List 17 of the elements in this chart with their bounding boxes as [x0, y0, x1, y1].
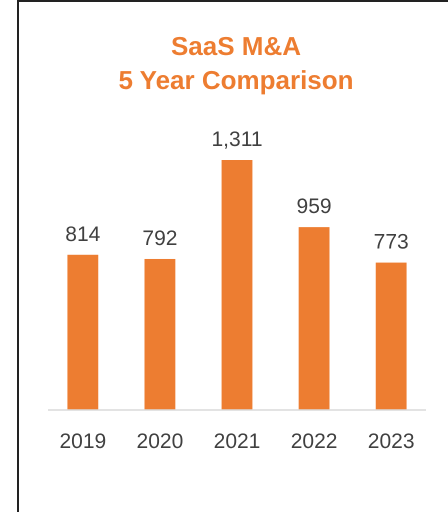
x-tick-label: 2019	[59, 430, 106, 453]
bar	[376, 262, 407, 410]
x-tick-label: 2021	[214, 430, 260, 453]
bar	[222, 160, 252, 410]
bar	[144, 258, 176, 410]
chart-subtitle: 5 Year Comparison	[118, 65, 354, 95]
data-label: 814	[65, 222, 101, 246]
chart-title: SaaS M&A	[170, 31, 302, 61]
bar	[298, 227, 330, 410]
data-label: 1,311	[212, 128, 262, 151]
data-label: 959	[296, 195, 332, 218]
x-tick-label: 2020	[136, 430, 184, 453]
data-label: 792	[142, 226, 178, 250]
x-tick-label: 2022	[290, 430, 338, 453]
data-label: 773	[374, 230, 409, 254]
bar	[67, 254, 98, 410]
x-tick-label: 2023	[368, 430, 415, 453]
